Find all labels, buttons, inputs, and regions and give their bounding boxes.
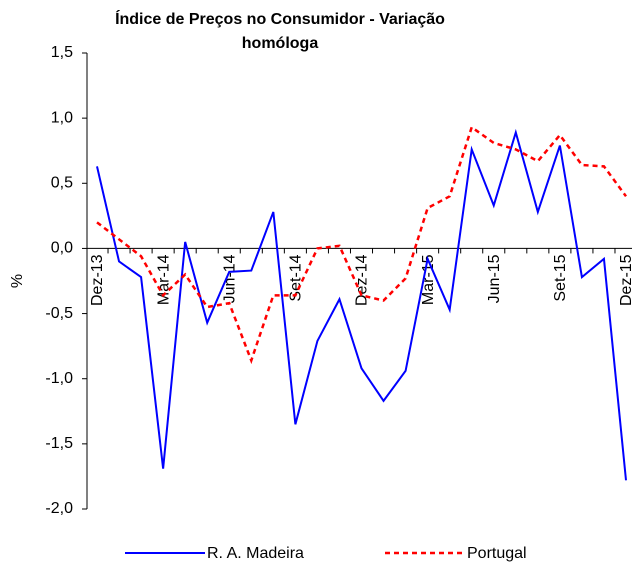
y-tick-label: -0,5 xyxy=(45,305,73,322)
x-tick-label: Jun-14 xyxy=(221,254,238,303)
y-tick-label: -1,5 xyxy=(45,435,73,452)
y-tick-label: 1,5 xyxy=(51,44,73,61)
y-tick-label: -2,0 xyxy=(45,500,73,517)
x-tick-label: Dez-14 xyxy=(354,254,371,306)
x-tick-label: Mar-15 xyxy=(420,254,437,305)
x-tick-label: Set-14 xyxy=(288,254,305,301)
y-tick-label: 0,0 xyxy=(51,240,73,257)
legend-label: Portugal xyxy=(467,545,527,562)
x-tick-label: Dez-13 xyxy=(89,254,106,306)
x-tick-label: Dez-15 xyxy=(618,254,635,306)
y-tick-label: 1,0 xyxy=(51,109,73,126)
series-line xyxy=(96,125,628,365)
y-tick-label: 0,5 xyxy=(51,175,73,192)
legend-label: R. A. Madeira xyxy=(207,545,304,562)
chart-title: Índice de Preços no Consumidor - Variaçã… xyxy=(115,11,445,52)
x-tick-label: Set-15 xyxy=(552,254,569,301)
series-line xyxy=(96,128,627,481)
y-tick-label: -1,0 xyxy=(45,370,73,387)
x-tick-label: Mar-14 xyxy=(155,254,172,305)
y-axis-label: % xyxy=(9,274,26,288)
x-tick-label: Jun-15 xyxy=(486,254,503,303)
